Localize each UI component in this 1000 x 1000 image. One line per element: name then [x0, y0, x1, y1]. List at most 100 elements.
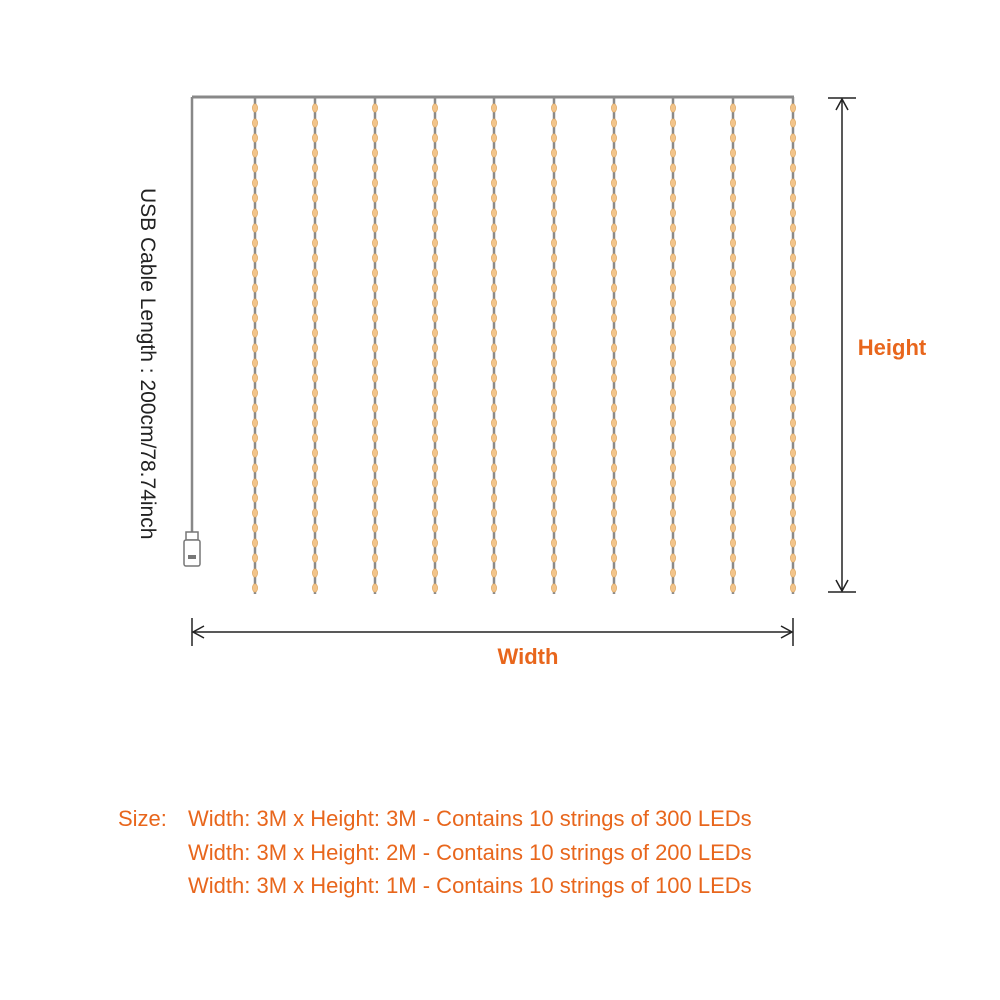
led — [491, 358, 497, 368]
led — [432, 553, 438, 563]
led — [730, 208, 736, 218]
led — [551, 148, 557, 158]
height-dimension — [828, 97, 856, 593]
led — [551, 193, 557, 203]
led — [730, 568, 736, 578]
led — [670, 238, 676, 248]
led — [730, 283, 736, 293]
led — [432, 313, 438, 323]
led — [312, 343, 318, 353]
led — [432, 493, 438, 503]
led — [670, 538, 676, 548]
led — [551, 373, 557, 383]
led — [730, 178, 736, 188]
led — [312, 148, 318, 158]
led — [790, 508, 796, 518]
led — [730, 268, 736, 278]
led — [372, 193, 378, 203]
led — [730, 433, 736, 443]
led — [252, 148, 258, 158]
size-option: Width: 3M x Height: 2M - Contains 10 str… — [188, 840, 752, 865]
led — [432, 583, 438, 593]
led — [790, 478, 796, 488]
led — [670, 463, 676, 473]
led — [252, 523, 258, 533]
led — [790, 418, 796, 428]
led — [611, 508, 617, 518]
led — [432, 208, 438, 218]
led — [730, 523, 736, 533]
led — [670, 313, 676, 323]
led — [491, 463, 497, 473]
led — [730, 238, 736, 248]
led — [611, 373, 617, 383]
led — [670, 388, 676, 398]
led — [670, 418, 676, 428]
width-dimension — [191, 618, 794, 646]
led — [491, 253, 497, 263]
led — [372, 448, 378, 458]
led — [312, 313, 318, 323]
led — [372, 283, 378, 293]
led — [551, 493, 557, 503]
led — [491, 178, 497, 188]
led — [551, 268, 557, 278]
led — [312, 328, 318, 338]
led — [372, 493, 378, 503]
led — [491, 493, 497, 503]
led — [312, 478, 318, 488]
led — [551, 103, 557, 113]
led — [551, 433, 557, 443]
led — [551, 328, 557, 338]
led — [551, 133, 557, 143]
led — [252, 463, 258, 473]
led — [730, 358, 736, 368]
led — [491, 388, 497, 398]
led — [252, 103, 258, 113]
led — [432, 283, 438, 293]
led — [372, 268, 378, 278]
led — [611, 553, 617, 563]
led — [312, 418, 318, 428]
led — [491, 313, 497, 323]
led — [670, 148, 676, 158]
led — [252, 508, 258, 518]
led — [670, 133, 676, 143]
led — [790, 178, 796, 188]
led — [491, 223, 497, 233]
led — [730, 148, 736, 158]
led — [670, 433, 676, 443]
led — [372, 148, 378, 158]
led — [611, 433, 617, 443]
led — [252, 178, 258, 188]
led — [372, 538, 378, 548]
led — [611, 118, 617, 128]
led — [611, 583, 617, 593]
led — [432, 268, 438, 278]
led — [312, 523, 318, 533]
led — [491, 523, 497, 533]
led — [551, 313, 557, 323]
led — [670, 223, 676, 233]
led — [611, 163, 617, 173]
led — [730, 493, 736, 503]
led — [252, 283, 258, 293]
led — [670, 373, 676, 383]
led — [670, 478, 676, 488]
led — [790, 403, 796, 413]
led — [670, 283, 676, 293]
led — [790, 283, 796, 293]
led — [252, 538, 258, 548]
led — [551, 238, 557, 248]
led — [790, 118, 796, 128]
led — [312, 553, 318, 563]
led — [312, 388, 318, 398]
led — [312, 193, 318, 203]
led — [491, 448, 497, 458]
led — [790, 463, 796, 473]
led — [730, 118, 736, 128]
led — [611, 133, 617, 143]
led — [491, 163, 497, 173]
led — [611, 148, 617, 158]
